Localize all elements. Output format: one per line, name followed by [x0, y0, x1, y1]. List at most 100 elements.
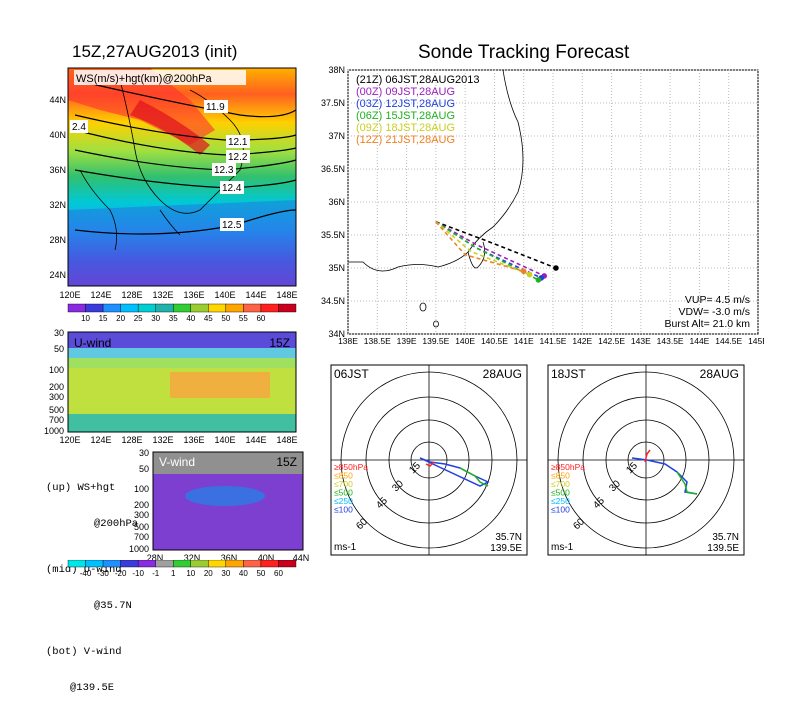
legend-entry: (12Z) 21JST,28AUG [356, 134, 455, 146]
colorbar-tick: 40 [239, 569, 248, 578]
hodo-legend-entry: ≥850hPa [551, 462, 585, 472]
hodo-left: 06JST 28AUG 15 30 45 60 ≥850hPa≤850≤700≤… [330, 364, 528, 556]
contour-12-4 [74, 169, 297, 189]
hodo-left-legend: ≥850hPa≤850≤700≤500≤250≤100 [334, 462, 368, 515]
hodo-right-lat: 35.7N [712, 532, 739, 543]
track-map: 38N 37.5N 37N 36.5N 36N 35.5N 35N 34.5N 34N 138E… [321, 65, 764, 346]
p-tick: 500 [49, 405, 64, 415]
note-bot-a: (bot) V-wind [46, 646, 122, 658]
lon-tick: 140.5E [481, 336, 508, 346]
lat-tick: 34N [328, 329, 345, 339]
colorbar-tick: 20 [116, 314, 125, 323]
ws-panel: 11.9 12.1 12.2 12.3 12.4 12.5 2.4 WS(m/s… [49, 67, 298, 323]
hodo-trace-850 [644, 449, 651, 463]
hodo-legend-entry: ≤250 [551, 496, 570, 506]
hodo-right-date: 28AUG [700, 367, 739, 381]
colorbar-cell [120, 560, 139, 568]
colorbar-tick: 50 [221, 314, 230, 323]
hodo-right-lon: 139.5E [707, 543, 739, 554]
colorbar-tick: 60 [274, 569, 283, 578]
colorbar-cell [102, 303, 121, 313]
colorbar-tick: 55 [239, 314, 248, 323]
coastline-kyushu [159, 209, 181, 236]
legend-entry: (03Z) 12JST,28AUG [356, 98, 455, 110]
contour-label: 11.9 [206, 102, 225, 113]
colorbar-cell [208, 303, 227, 313]
colorbar-cell [260, 303, 279, 313]
lon-tick: 140E [214, 435, 235, 445]
hodo-legend-entry: ≤850 [551, 471, 570, 481]
colorbar-tick: -20 [115, 569, 127, 578]
u-field-low [68, 414, 296, 432]
note-up-b: @200hPa [94, 518, 139, 530]
lat-tick: 35N [328, 263, 345, 273]
colorbar-tick: 10 [81, 314, 90, 323]
v-field-top [153, 452, 303, 474]
coastline-boso [467, 241, 486, 269]
p-tick: 200 [49, 382, 64, 392]
lon-tick: 124E [90, 435, 111, 445]
hodo-legend-entry: ≤500 [551, 488, 570, 498]
ws-colorbar [67, 303, 297, 313]
lon-tick: 138E [338, 336, 358, 346]
contour-label: 12.1 [228, 137, 248, 148]
hodo-left-lon: 139.5E [490, 543, 522, 554]
lat-tick: 38N [328, 65, 345, 75]
colorbar-cell [85, 560, 104, 568]
right-title: Sonde Tracking Forecast [418, 42, 630, 63]
colorbar-cell [243, 303, 262, 313]
colorbar-tick: 1 [171, 569, 176, 578]
hodo-right-time: 18JST [551, 367, 586, 381]
p-tick: 700 [49, 415, 64, 425]
coastline [119, 79, 244, 214]
u-label: U-wind [74, 336, 111, 350]
lat-tick: 28N [49, 235, 66, 245]
contour-label: 12.2 [228, 152, 248, 163]
contour-12-5 [74, 209, 297, 235]
colorbar-cell [173, 303, 191, 313]
colorbar-tick: 25 [134, 314, 143, 323]
colorbar-tick: -10 [132, 569, 144, 578]
colorbar-cell [85, 303, 104, 313]
v-colorbar [67, 560, 297, 568]
p-tick: 100 [49, 365, 64, 375]
lon-tick: 120E [59, 290, 80, 300]
colorbar-tick: 40 [186, 314, 195, 323]
p-tick: 1000 [44, 426, 64, 436]
colorbar-tick: 20 [204, 569, 213, 578]
colorbar-cell [155, 560, 174, 568]
hodo-legend-entry: ≤100 [551, 505, 570, 515]
p-tick: 30 [54, 328, 64, 338]
hodo-left-lat: 35.7N [495, 532, 522, 543]
lon-tick: 143.5E [657, 336, 684, 346]
colorbar-cell [243, 560, 262, 568]
hodo-trace-850 [425, 461, 435, 467]
lon-tick: 141.5E [540, 336, 567, 346]
v-frame [152, 451, 304, 551]
track-lat-ticks: 38N 37.5N 37N 36.5N 36N 35.5N 35N 34.5N 34N [321, 65, 345, 339]
u-frame [67, 331, 297, 433]
v-time: 15Z [276, 455, 297, 469]
p-tick: 50 [139, 464, 149, 474]
lon-tick: 140E [455, 336, 475, 346]
colorbar-cell [67, 303, 86, 313]
legend-entry: (09Z) 18JST,28AUG [356, 122, 455, 134]
coastline-honshu [348, 69, 524, 272]
contour-12-2 [74, 129, 297, 156]
colorbar-tick: 15 [99, 314, 108, 323]
colorbar-cell [173, 560, 191, 568]
lon-tick: 143E [631, 336, 651, 346]
colorbar-cell [137, 303, 156, 313]
lat-tick: 36.5N [321, 164, 345, 174]
lon-tick: 148E [276, 290, 297, 300]
colorbar-tick: -1 [152, 569, 160, 578]
colorbar-cell [278, 560, 297, 568]
legend-entry: (06Z) 15JST,28AUG [356, 110, 455, 122]
colorbar-cell [190, 303, 209, 313]
track-line [435, 221, 524, 273]
lon-tick: 142.5E [598, 336, 625, 346]
v-field-min [185, 486, 265, 506]
colorbar-tick: 45 [204, 314, 213, 323]
hodo-right: 18JST 28AUG 15 30 45 60 ≥850hPa≤850≤700≤… [547, 364, 745, 556]
track-grid [347, 69, 759, 335]
